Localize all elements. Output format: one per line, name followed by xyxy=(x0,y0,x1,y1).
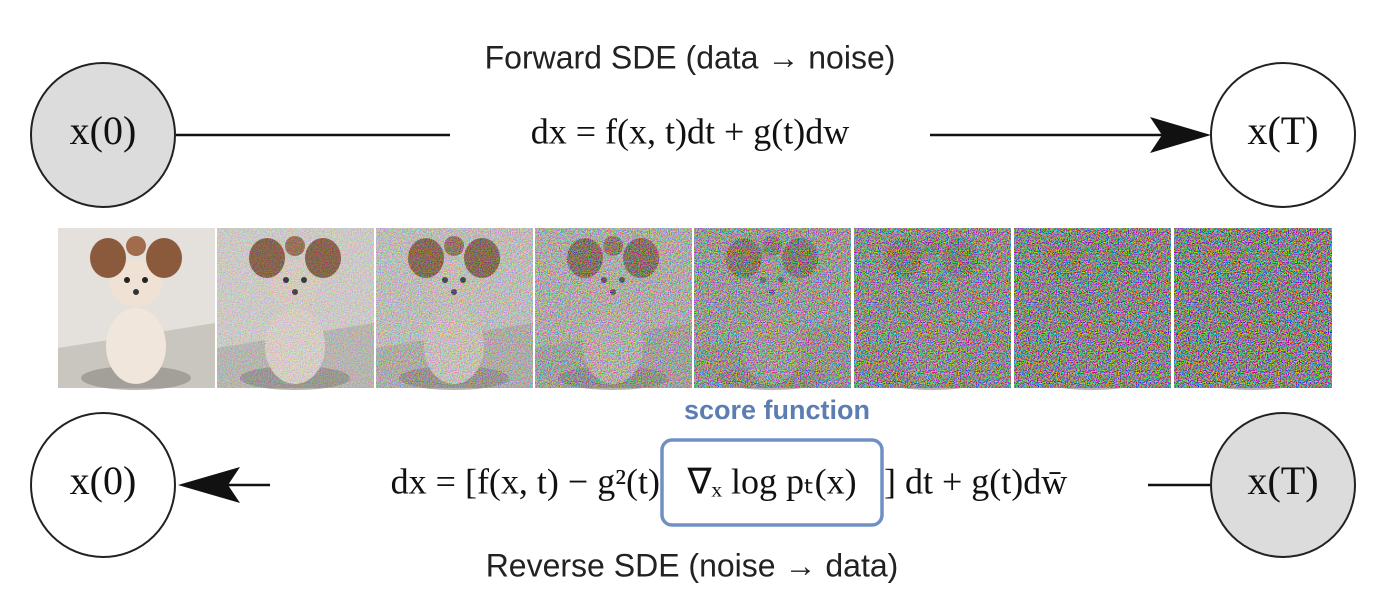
arrowhead xyxy=(1150,117,1211,153)
reverse-equation: ∇ₓ log pₜ(x) xyxy=(686,461,856,501)
node-label: x(T) xyxy=(1247,108,1318,153)
start-node xyxy=(30,62,176,208)
reverse-title: Reverse SDE (noise → data) xyxy=(486,547,899,583)
node-label: x(T) xyxy=(1247,458,1318,503)
node-label: x(0) xyxy=(70,108,137,153)
forward-title: Forward SDE (data → noise) xyxy=(485,39,896,75)
node-label: x(0) xyxy=(70,458,137,503)
score-label: score function xyxy=(684,395,870,425)
end-node xyxy=(1210,62,1356,208)
score-box xyxy=(660,438,884,527)
arrowhead xyxy=(178,467,240,503)
image-strip xyxy=(58,228,1332,390)
start-node xyxy=(1210,412,1356,558)
forward-equation: dx = f(x, t)dt + g(t)dw xyxy=(531,111,850,151)
reverse-equation: dx = [f(x, t) − g²(t) xyxy=(391,461,660,501)
end-node xyxy=(30,412,176,558)
reverse-equation: ] dt + g(t)dw̄ xyxy=(884,461,1067,501)
